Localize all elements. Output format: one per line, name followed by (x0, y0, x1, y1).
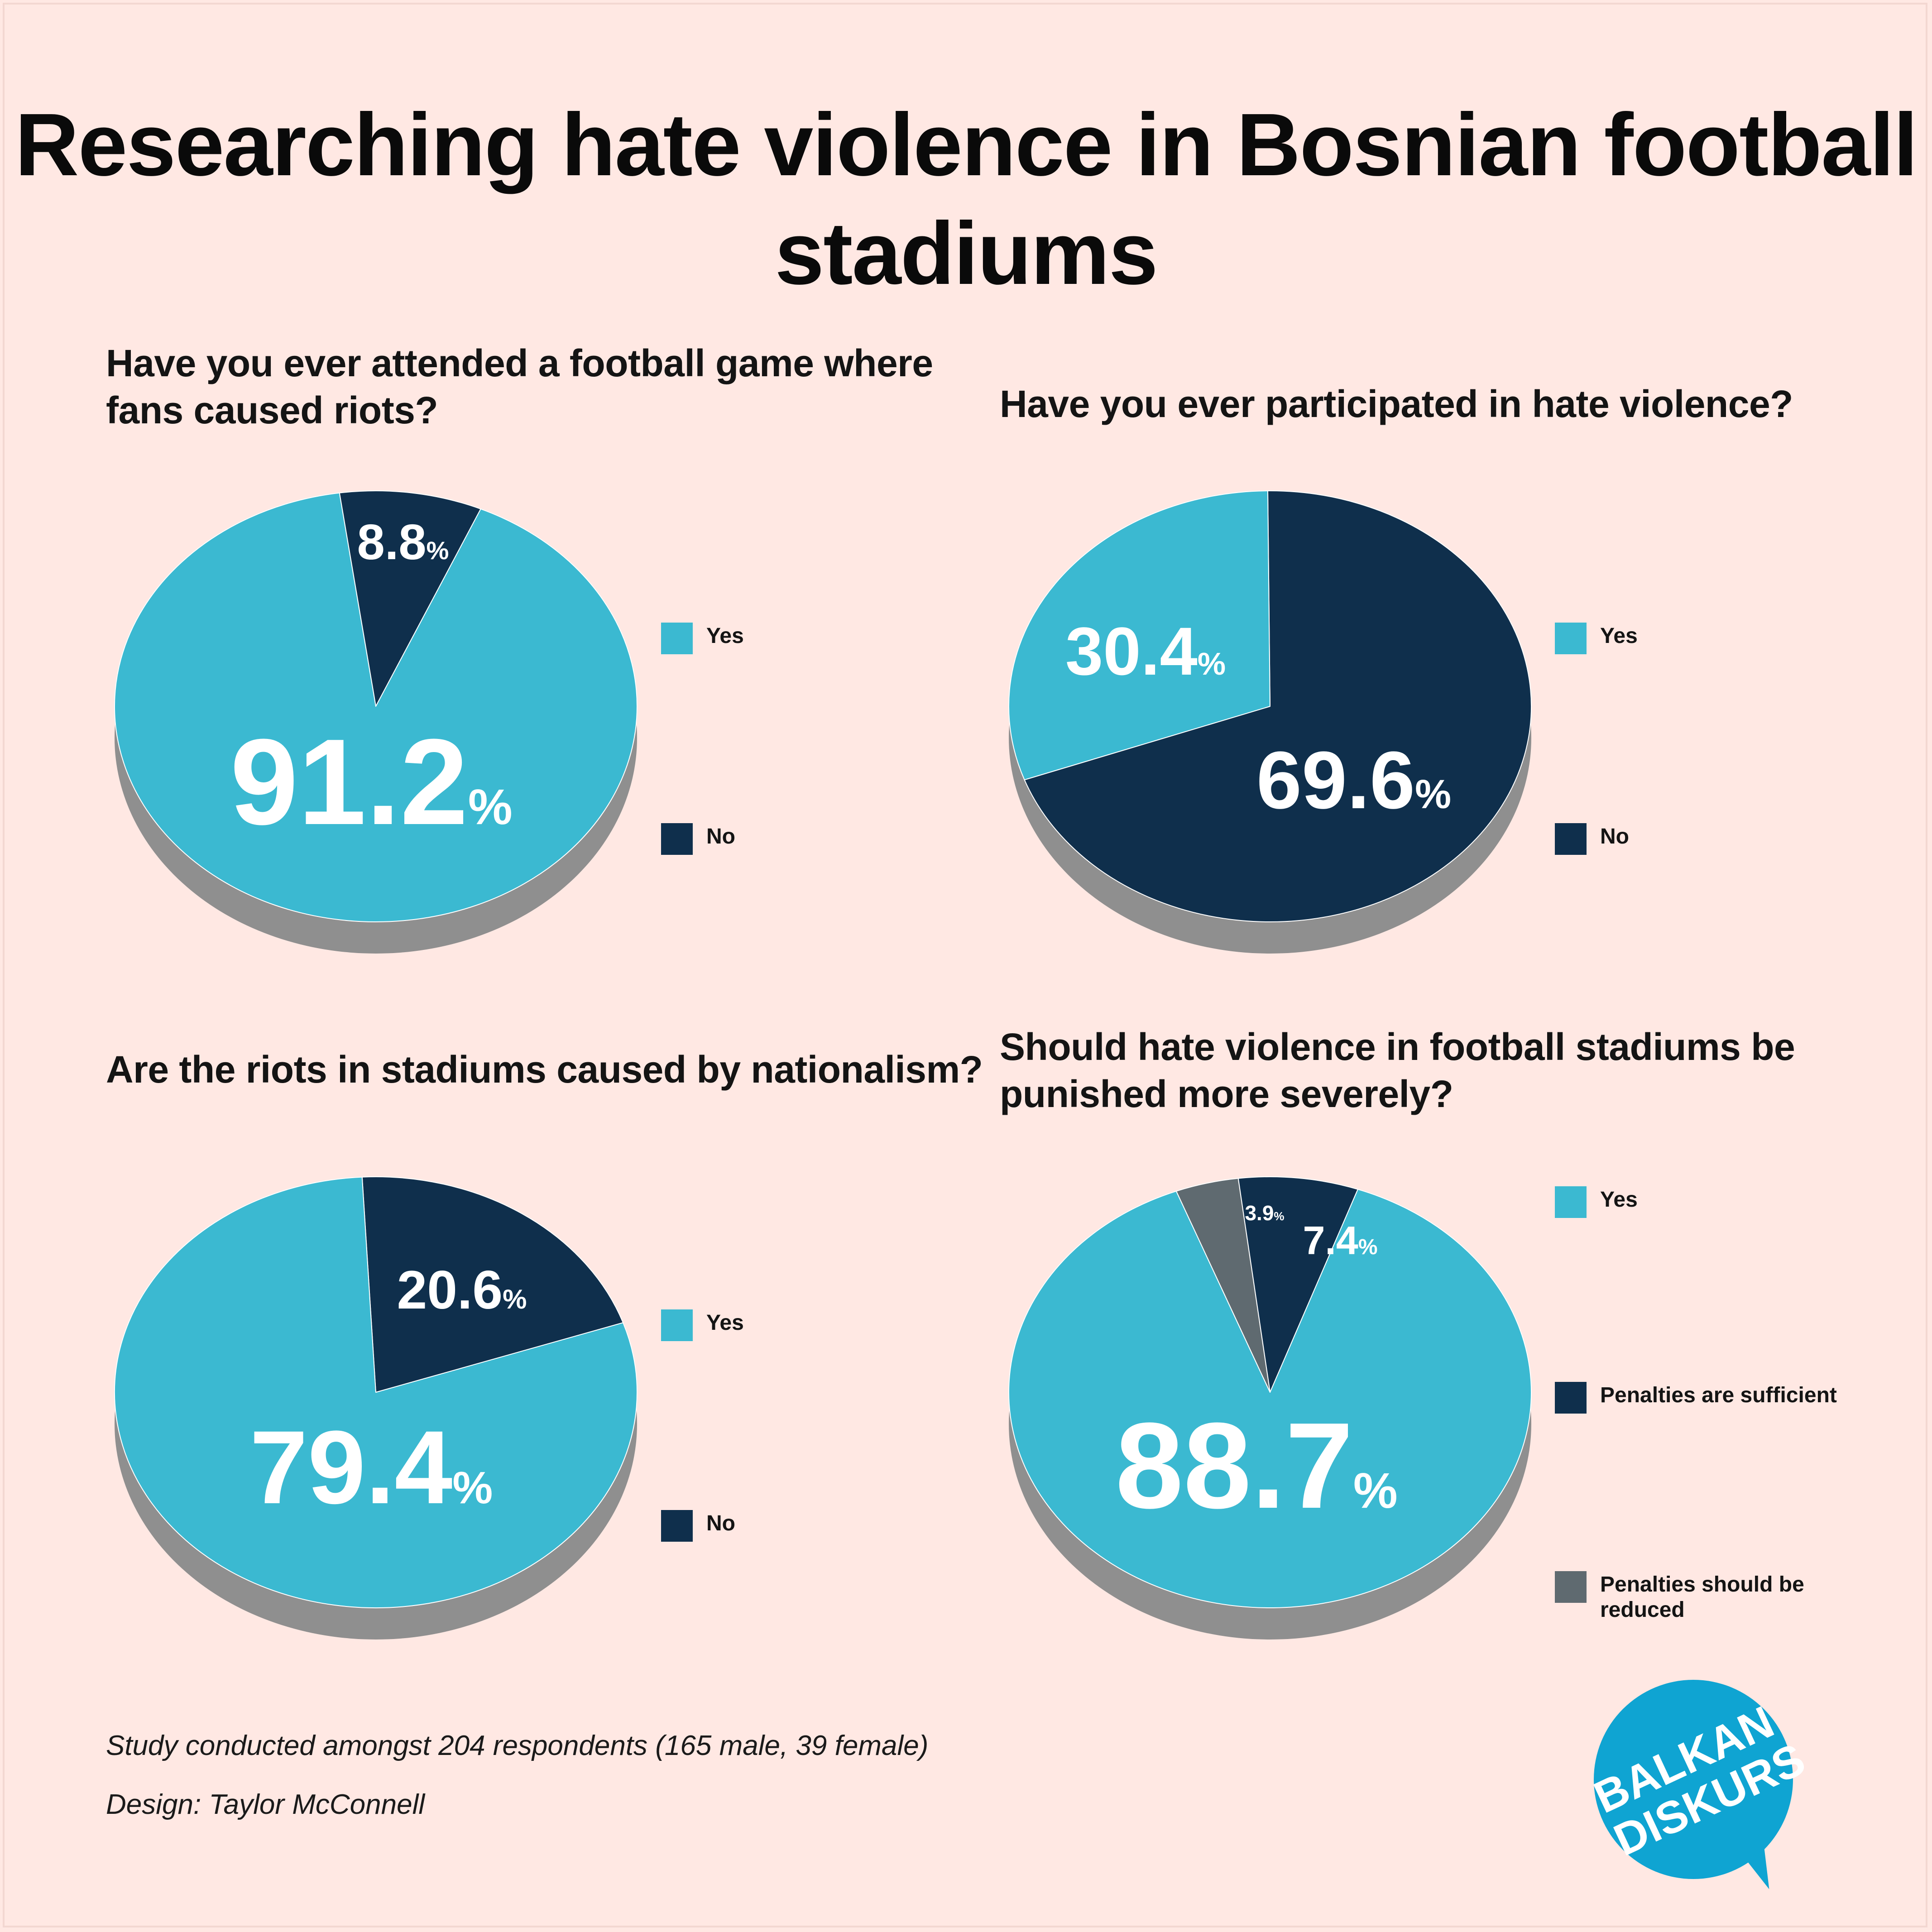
data-label-value: 91.2 (230, 714, 468, 850)
chart-1-title: Have you ever attended a football game w… (106, 342, 933, 431)
data-label-unit: % (1198, 646, 1226, 681)
pie-chart-4: 88.7%7.4%3.9% (1008, 1176, 1532, 1640)
data-label: 8.8% (357, 514, 449, 570)
data-label-value: 30.4 (1065, 613, 1198, 689)
data-label: 7.4% (1303, 1218, 1377, 1263)
pie-slice-no (361, 1176, 624, 1393)
data-label-value: 88.7 (1115, 1398, 1353, 1534)
color-swatch-icon (1555, 823, 1587, 855)
data-label-value: 3.9 (1245, 1201, 1274, 1225)
legend-item-chart1-yes: Yes (661, 623, 744, 654)
color-swatch-icon (1555, 1382, 1587, 1414)
color-swatch-icon (1555, 1571, 1587, 1603)
legend-label: No (706, 825, 735, 849)
legend-label: Yes (706, 1311, 744, 1335)
pie-chart-1: 91.2%8.8% (114, 490, 638, 954)
data-label-unit: % (1358, 1235, 1378, 1259)
data-label: 91.2% (230, 714, 512, 850)
legend-item-chart2-no: No (1555, 823, 1629, 855)
pie-slice-no (339, 490, 481, 707)
data-label: 20.6% (397, 1260, 527, 1320)
data-label: 88.7% (1115, 1398, 1397, 1534)
data-label-unit: % (1274, 1209, 1284, 1223)
data-label-unit: % (503, 1284, 527, 1314)
design-credit: Design: Taylor McConnell (106, 1789, 425, 1820)
color-swatch-icon (661, 823, 693, 855)
data-label-value: 69.6 (1256, 735, 1415, 826)
speech-bubble-icon (1594, 1680, 1793, 1879)
data-label-value: 7.4 (1303, 1218, 1358, 1263)
data-label-value: 79.4 (250, 1409, 453, 1525)
pie-slice-yes (114, 492, 638, 922)
data-label-unit: % (468, 779, 513, 835)
legend-label: Yes (1600, 624, 1638, 648)
data-label-value: 8.8 (357, 514, 427, 570)
data-label: 69.6% (1256, 735, 1451, 826)
data-label-value: 20.6 (397, 1260, 503, 1320)
legend-label: Penalties are sufficient (1600, 1383, 1837, 1407)
data-label: 3.9% (1245, 1201, 1284, 1225)
legend-item-chart1-no: No (661, 823, 735, 855)
chart-4-title: Should hate violence in football stadium… (1000, 1026, 1795, 1115)
data-label-unit: % (1415, 772, 1451, 817)
study-footnote: Study conducted amongst 204 respondents … (106, 1730, 929, 1761)
legend-label: No (1600, 825, 1629, 849)
legend-item-chart4-sufficient: Penalties are sufficient (1555, 1382, 1837, 1414)
legend-label: Penalties should be reduced (1600, 1572, 1804, 1622)
legend-label: No (706, 1511, 735, 1535)
legend-label: Yes (706, 624, 744, 648)
color-swatch-icon (1555, 1186, 1587, 1218)
pie-slice-yes (1008, 490, 1270, 781)
data-label: 79.4% (250, 1409, 493, 1525)
balkan-diskurs-logo: BALKAN DISKURS (1587, 1680, 1812, 1896)
color-swatch-icon (1555, 623, 1587, 654)
pie-slice-yes (114, 1176, 638, 1608)
pie-slice-yes (1008, 1189, 1532, 1608)
color-swatch-icon (661, 1309, 693, 1341)
data-label-unit: % (427, 536, 449, 565)
chart-2-title: Have you ever participated in hate viole… (1000, 383, 1793, 425)
data-label-unit: % (452, 1462, 493, 1513)
chart-3-title: Are the riots in stadiums caused by nati… (106, 1048, 983, 1091)
pie-slice-penalties-are-sufficient (1237, 1176, 1358, 1393)
legend-item-chart2-yes: Yes (1555, 623, 1638, 654)
data-label-unit: % (1353, 1463, 1398, 1519)
pie-slice-no (1024, 490, 1532, 922)
legend-item-chart3-no: No (661, 1510, 735, 1542)
pie-slice-penalties-should-be-reduced (1175, 1178, 1270, 1393)
legend-item-chart4-reduced: Penalties should be reduced (1555, 1571, 1808, 1623)
color-swatch-icon (661, 1510, 693, 1542)
pie-chart-3: 79.4%20.6% (114, 1176, 638, 1640)
legend-item-chart4-yes: Yes (1555, 1186, 1638, 1218)
data-label: 30.4% (1065, 613, 1226, 689)
color-swatch-icon (661, 623, 693, 654)
legend-item-chart3-yes: Yes (661, 1309, 744, 1341)
pie-chart-2: 30.4%69.6% (1008, 490, 1532, 954)
legend-label: Yes (1600, 1188, 1638, 1212)
page-title: Researching hate violence in Bosnian foo… (14, 95, 1918, 303)
